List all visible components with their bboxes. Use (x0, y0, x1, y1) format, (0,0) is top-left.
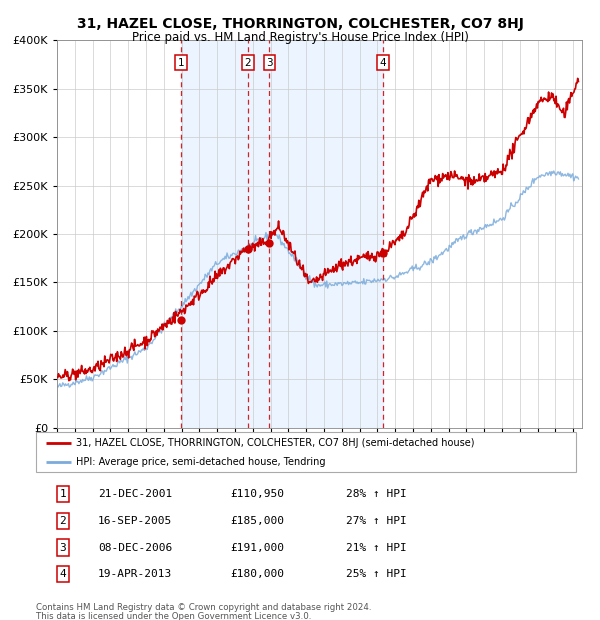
Text: 08-DEC-2006: 08-DEC-2006 (98, 542, 172, 552)
Text: 1: 1 (178, 58, 184, 68)
Text: £180,000: £180,000 (230, 569, 284, 579)
Text: Contains HM Land Registry data © Crown copyright and database right 2024.: Contains HM Land Registry data © Crown c… (36, 603, 371, 612)
Text: 4: 4 (379, 58, 386, 68)
Text: 3: 3 (59, 542, 67, 552)
Text: 19-APR-2013: 19-APR-2013 (98, 569, 172, 579)
Text: 27% ↑ HPI: 27% ↑ HPI (347, 516, 407, 526)
Text: Price paid vs. HM Land Registry's House Price Index (HPI): Price paid vs. HM Land Registry's House … (131, 31, 469, 44)
Text: 31, HAZEL CLOSE, THORRINGTON, COLCHESTER, CO7 8HJ: 31, HAZEL CLOSE, THORRINGTON, COLCHESTER… (77, 17, 523, 32)
Text: 28% ↑ HPI: 28% ↑ HPI (347, 489, 407, 499)
Text: 31, HAZEL CLOSE, THORRINGTON, COLCHESTER, CO7 8HJ (semi-detached house): 31, HAZEL CLOSE, THORRINGTON, COLCHESTER… (77, 438, 475, 448)
Text: 3: 3 (266, 58, 273, 68)
Text: 4: 4 (59, 569, 67, 579)
Text: £110,950: £110,950 (230, 489, 284, 499)
Text: 21-DEC-2001: 21-DEC-2001 (98, 489, 172, 499)
Text: 21% ↑ HPI: 21% ↑ HPI (347, 542, 407, 552)
Text: This data is licensed under the Open Government Licence v3.0.: This data is licensed under the Open Gov… (36, 612, 311, 620)
Text: £185,000: £185,000 (230, 516, 284, 526)
Text: HPI: Average price, semi-detached house, Tendring: HPI: Average price, semi-detached house,… (77, 458, 326, 467)
Text: 25% ↑ HPI: 25% ↑ HPI (347, 569, 407, 579)
Text: 2: 2 (244, 58, 251, 68)
Text: 2: 2 (59, 516, 67, 526)
Text: 16-SEP-2005: 16-SEP-2005 (98, 516, 172, 526)
Text: 1: 1 (59, 489, 67, 499)
Text: £191,000: £191,000 (230, 542, 284, 552)
Bar (181, 40, 383, 428)
